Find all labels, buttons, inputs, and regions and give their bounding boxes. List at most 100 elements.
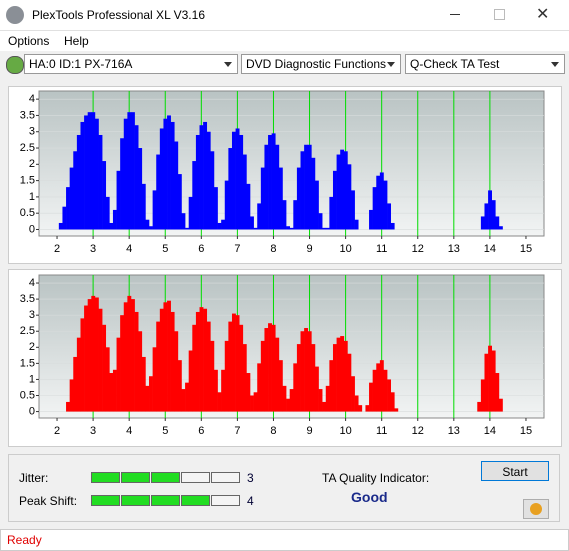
histogram-bar [112,209,117,230]
histogram-bar [311,157,316,230]
x-tick-label: 12 [412,243,424,255]
status-text: Ready [7,533,42,547]
histogram-bar [235,315,240,412]
histogram-bar [347,164,352,230]
histogram-bar [188,350,193,412]
histogram-bar [177,360,182,412]
peak-shift-label: Peak Shift: [19,494,78,508]
histogram-bar [185,382,189,412]
histogram-bar [390,222,395,230]
histogram-bar [260,340,265,412]
histogram-bar [192,161,197,230]
drive-select[interactable]: HA:0 ID:1 PX-716A [24,54,238,74]
histogram-bar [383,180,388,230]
histogram-bar [332,170,337,230]
histogram-bar [379,172,384,230]
close-button[interactable]: ✕ [536,6,550,23]
histogram-bar [329,360,334,412]
histogram-bar [495,216,500,230]
drive-icon [6,56,24,74]
histogram-bar [376,363,381,412]
histogram-bar [246,373,251,412]
x-tick-label: 10 [339,243,351,255]
x-tick-label: 2 [54,425,60,437]
histogram-bar [138,331,143,412]
histogram-bar [484,353,489,412]
histogram-bar [80,318,85,412]
histogram-bar [271,324,276,412]
histogram-bar [156,154,161,230]
histogram-bar [332,344,337,412]
histogram-bar [239,324,244,412]
histogram-bar [177,174,182,230]
meter-cell [121,472,150,483]
x-tick-label: 3 [90,425,96,437]
histogram-bar [84,305,88,412]
x-tick-label: 8 [270,425,276,437]
histogram-bar [123,118,128,230]
histogram-bar [322,227,327,230]
minimize-button[interactable] [450,14,460,15]
histogram-bar [351,190,355,230]
histogram-bar [336,337,341,412]
histogram-bar [307,331,312,412]
histogram-bar [372,369,377,412]
x-tick-label: 4 [126,243,132,255]
histogram-bar [253,392,258,412]
test-select[interactable]: Q-Check TA Test [405,54,565,74]
histogram-bar [102,324,107,412]
histogram-bar [480,216,485,230]
y-tick-label: 4 [29,277,35,289]
histogram-bar [221,369,226,412]
ta-value: Good [351,489,388,505]
histogram-bar [340,336,345,412]
histogram-bar [231,131,236,230]
histogram-bar [282,385,287,412]
histogram-bar [84,115,88,230]
histogram-bar [231,313,236,412]
menu-item[interactable]: Help [64,34,89,48]
meter-cell [211,495,240,506]
histogram-bar [116,170,121,230]
histogram-bar [239,134,244,230]
histogram-bar [127,295,132,412]
histogram-bar [174,331,179,412]
x-tick-label: 14 [484,425,496,437]
histogram-bar [130,299,135,412]
histogram-bar [304,144,309,230]
histogram-bar [257,203,262,230]
meter-cell [91,472,120,483]
histogram-bar [477,401,482,412]
histogram-bar [206,321,211,412]
histogram-bar [203,308,208,412]
function-select[interactable]: DVD Diagnostic Functions [241,54,401,74]
histogram-bar [138,148,143,230]
histogram-bar [354,219,359,230]
y-tick-label: 3.5 [20,293,35,305]
menu-item[interactable]: Options [8,34,50,48]
y-tick-label: 2.5 [20,325,35,337]
histogram-bar [343,151,348,230]
histogram-bar [372,187,377,230]
histogram-bar [120,138,125,230]
histogram-bar [250,216,254,230]
histogram-bar [66,187,70,230]
histogram-bar [170,311,175,412]
info-button[interactable] [523,499,549,519]
x-tick-label: 9 [306,243,312,255]
histogram-bar [318,213,323,230]
histogram-bar [109,222,114,230]
maximize-button[interactable] [494,9,505,20]
start-button[interactable]: Start [481,461,549,481]
histogram-bar [192,324,197,412]
histogram-bar [358,405,363,412]
x-tick-label: 11 [376,425,387,437]
histogram-bar [242,154,247,230]
meter-cell [181,472,210,483]
histogram-bar [109,373,114,412]
histogram-bar [112,369,117,412]
histogram-bar [484,203,489,230]
histogram-bar [387,203,391,230]
histogram-bar [228,321,233,412]
histogram-bar [141,183,146,230]
